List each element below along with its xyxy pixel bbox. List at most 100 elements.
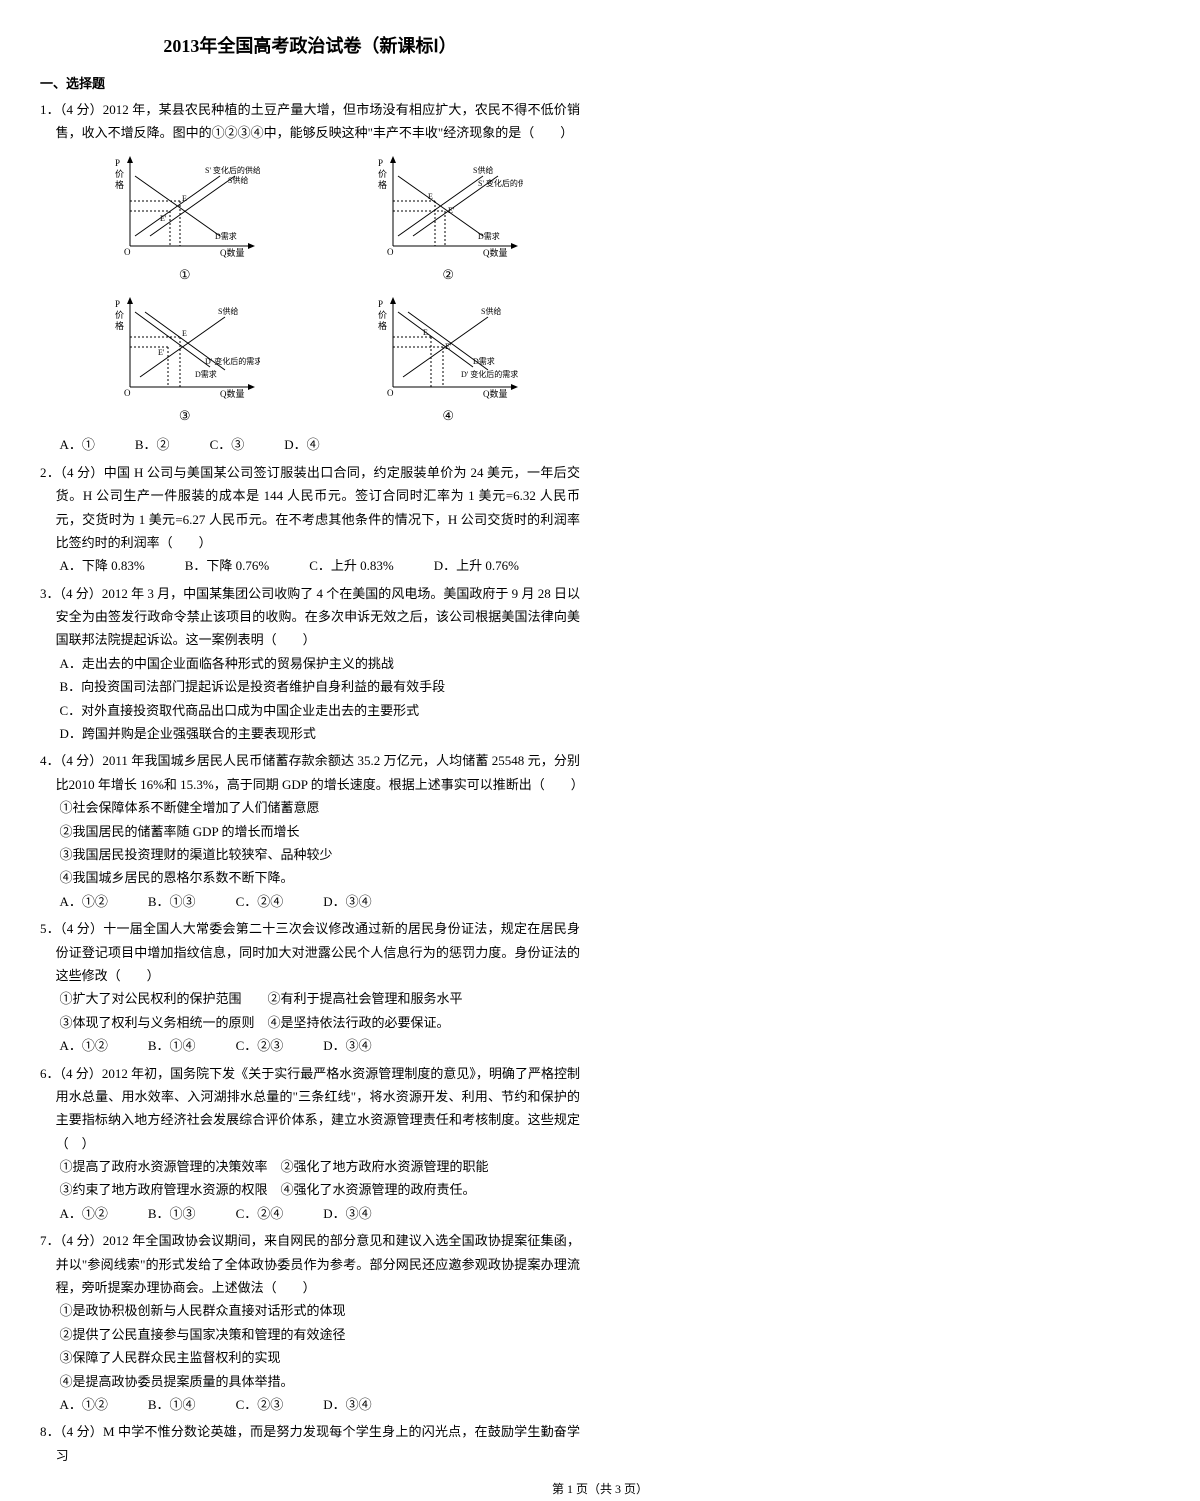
svg-text:价: 价 [115,169,124,179]
svg-text:格: 格 [115,320,124,331]
q6-opt-d: D．③④ [323,1202,371,1225]
exam-title: 2013年全国高考政治试卷（新课标Ⅰ） [40,30,580,62]
svg-text:Q数量: Q数量 [220,247,245,258]
page-content: 2013年全国高考政治试卷（新课标Ⅰ） 一、选择题 1．（4 分）2012 年，… [40,30,1160,1471]
q7-opt-c: C．②③ [236,1393,284,1416]
q1-options: A．① B．② C．③ D．④ [40,433,580,456]
q5-opt-a: A．①② [60,1034,108,1057]
q7-s4: ④是提高政协委员提案质量的具体举措。 [40,1370,580,1393]
svg-text:S' 变化后的供给: S' 变化后的供给 [478,178,523,188]
question-1: 1．（4 分）2012 年，某县农民种植的土豆产量大增，但市场没有相应扩大，农民… [40,98,580,457]
q7-options: A．①② B．①④ C．②③ D．③④ [40,1393,580,1416]
svg-text:Q数量: Q数量 [220,388,245,399]
svg-text:S供给: S供给 [218,306,238,316]
svg-text:E: E [182,329,187,338]
q2-opt-d: D．上升 0.76% [434,554,519,577]
q1-label-3: ③ [179,404,191,427]
q1-stem: 1．（4 分）2012 年，某县农民种植的土豆产量大增，但市场没有相应扩大，农民… [40,98,580,145]
q3-opt-b: B．向投资国司法部门提起诉讼是投资者维护自身利益的最有效手段 [40,675,580,698]
svg-text:格: 格 [378,320,387,331]
q2-opt-b: B．下降 0.76% [185,554,270,577]
question-6: 6．（4 分）2012 年初，国务院下发《关于实行最严格水资源管理制度的意见》，… [40,1062,580,1226]
q7-s1: ①是政协积极创新与人民群众直接对话形式的体现 [40,1299,580,1322]
q1-label-2: ② [442,263,454,286]
svg-text:价: 价 [378,310,387,320]
q1-chart-3: P 价 格 O Q数量 S供给 D' 变化后的需求 D需求 E E [110,292,260,427]
svg-text:O: O [387,388,394,398]
svg-text:O: O [387,247,394,257]
q6-opt-b: B．①③ [148,1202,196,1225]
q4-opt-c: C．②④ [236,890,284,913]
q4-s3: ③我国居民投资理财的渠道比较狭窄、品种较少 [40,843,580,866]
q1-charts-row2: P 价 格 O Q数量 S供给 D' 变化后的需求 D需求 E E [40,292,580,427]
svg-text:E': E' [158,348,165,357]
q2-opt-c: C．上升 0.83% [309,554,394,577]
q5-stem: 5．（4 分）十一届全国人大常委会第二十三次会议修改通过新的居民身份证法，规定在… [40,917,580,987]
q1-chart-4: P 价 格 O Q数量 S供给 D需求 D' 变化后的需求 E E [373,292,523,427]
q4-stem: 4．（4 分）2011 年我国城乡居民人民币储蓄存款余额达 35.2 万亿元，人… [40,749,580,796]
svg-text:P: P [378,158,383,168]
q4-s2: ②我国居民的储蓄率随 GDP 的增长而增长 [40,820,580,843]
q5-opt-b: B．①④ [148,1034,196,1057]
svg-text:E': E' [445,342,452,351]
question-7: 7．（4 分）2012 年全国政协会议期间，来自网民的部分意见和建议入选全国政协… [40,1229,580,1416]
q7-s2: ②提供了公民直接参与国家决策和管理的有效途径 [40,1323,580,1346]
q3-opt-a: A．走出去的中国企业面临各种形式的贸易保护主义的挑战 [40,652,580,675]
svg-text:D' 变化后的需求: D' 变化后的需求 [461,369,518,379]
q4-opt-d: D．③④ [323,890,371,913]
q1-label-1: ① [179,263,191,286]
q3-stem: 3．（4 分）2012 年 3 月，中国某集团公司收购了 4 个在美国的风电场。… [40,582,580,652]
q7-opt-d: D．③④ [323,1393,371,1416]
svg-text:O: O [124,247,131,257]
q6-options: A．①② B．①③ C．②④ D．③④ [40,1202,580,1225]
q5-s1: ①扩大了对公民权利的保护范围 ②有利于提高社会管理和服务水平 [40,987,580,1010]
q7-stem: 7．（4 分）2012 年全国政协会议期间，来自网民的部分意见和建议入选全国政协… [40,1229,580,1299]
q1-chart-1: P 价 格 O Q数量 S' 变化后的供给 S供给 D需求 E E [110,151,260,286]
q6-s2: ③约束了地方政府管理水资源的权限 ④强化了水资源管理的政府责任。 [40,1178,580,1201]
svg-text:P: P [115,158,120,168]
svg-text:格: 格 [115,179,124,190]
svg-text:D需求: D需求 [215,231,237,241]
question-8: 8．（4 分）M 中学不惟分数论英雄，而是努力发现每个学生身上的闪光点，在鼓励学… [40,1420,580,1467]
q1-charts-row1: P 价 格 O Q数量 S' 变化后的供给 S供给 D需求 E E [40,151,580,286]
q7-opt-b: B．①④ [148,1393,196,1416]
svg-text:D' 变化后的需求: D' 变化后的需求 [205,356,260,366]
svg-text:Q数量: Q数量 [483,247,508,258]
svg-text:S供给: S供给 [481,306,501,316]
svg-text:S供给: S供给 [473,165,493,175]
q7-s3: ③保障了人民群众民主监督权利的实现 [40,1346,580,1369]
svg-text:价: 价 [115,310,124,320]
q5-options: A．①② B．①④ C．②③ D．③④ [40,1034,580,1057]
page-footer: 第 1 页（共 3 页） [40,1471,1160,1501]
svg-text:P: P [378,299,383,309]
svg-text:P: P [115,299,120,309]
q5-s2: ③体现了权利与义务相统一的原则 ④是坚持依法行政的必要保证。 [40,1011,580,1034]
svg-text:E: E [423,328,428,337]
q5-opt-d: D．③④ [323,1034,371,1057]
question-4: 4．（4 分）2011 年我国城乡居民人民币储蓄存款余额达 35.2 万亿元，人… [40,749,580,913]
q6-s1: ①提高了政府水资源管理的决策效率 ②强化了地方政府水资源管理的职能 [40,1155,580,1178]
question-3: 3．（4 分）2012 年 3 月，中国某集团公司收购了 4 个在美国的风电场。… [40,582,580,746]
q4-opt-a: A．①② [60,890,108,913]
q3-opt-d: D．跨国并购是企业强强联合的主要表现形式 [40,722,580,745]
svg-text:D需求: D需求 [478,231,500,241]
q8-stem: 8．（4 分）M 中学不惟分数论英雄，而是努力发现每个学生身上的闪光点，在鼓励学… [40,1420,580,1467]
q6-opt-c: C．②④ [236,1202,284,1225]
q3-opt-c: C．对外直接投资取代商品出口成为中国企业走出去的主要形式 [40,699,580,722]
svg-text:E': E' [448,206,455,215]
q2-stem: 2．（4 分）中国 H 公司与美国某公司签订服装出口合同，约定服装单价为 24 … [40,461,580,555]
q4-options: A．①② B．①③ C．②④ D．③④ [40,890,580,913]
svg-text:S供给: S供给 [228,175,248,185]
svg-text:E': E' [160,214,167,223]
svg-text:格: 格 [378,179,387,190]
q7-opt-a: A．①② [60,1393,108,1416]
q4-s1: ①社会保障体系不断健全增加了人们储蓄意愿 [40,796,580,819]
section-heading: 一、选择题 [40,72,580,95]
svg-text:E: E [182,194,187,203]
svg-text:S' 变化后的供给: S' 变化后的供给 [205,165,260,175]
q1-opt-a: A．① [60,433,95,456]
q1-opt-c: C．③ [210,433,245,456]
svg-text:E: E [428,192,433,201]
q1-opt-b: B．② [135,433,170,456]
svg-text:D需求: D需求 [473,356,495,366]
